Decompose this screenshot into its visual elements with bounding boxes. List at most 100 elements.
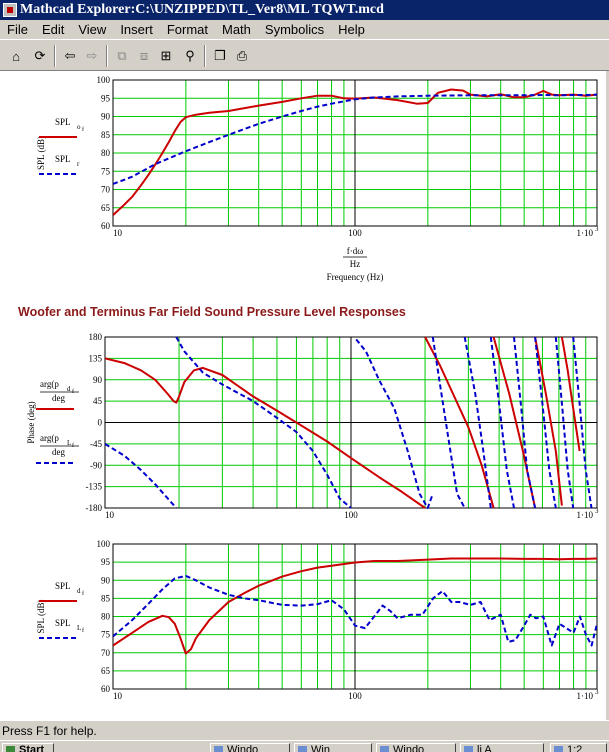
solid-series-line (560, 336, 581, 452)
refresh-icon[interactable]: ⟳ (34, 48, 46, 63)
menu-help[interactable]: Help (338, 22, 365, 37)
y-tick-label: 65 (101, 666, 111, 676)
solid-series-line (113, 88, 597, 216)
copy-icon[interactable]: ❐ (214, 48, 226, 63)
solid-series-line (113, 557, 597, 655)
x-tick-label: 100 (344, 510, 358, 520)
window-title: Mathcad Explorer:C:\UNZIPPED\TL_Ver8\ML … (20, 2, 384, 17)
x-tick-label: 10 (105, 510, 115, 520)
dashed-series-line (489, 336, 515, 509)
chart-1: 60 65 70 75 80 85 90 95 100 10 100 1·10 3 SPL (dB) SPL… (36, 75, 599, 282)
y-tick-label: 90 (101, 112, 111, 122)
plot-frame (112, 79, 598, 227)
y-tick-label: 90 (93, 375, 103, 385)
paste-region-icon[interactable]: ⧈ (139, 48, 149, 63)
y-axis-label: Phase (deg) (26, 401, 36, 443)
open-icon[interactable]: ⊞ (160, 48, 172, 63)
toolbar-separator (54, 45, 56, 67)
legend-denominator: deg (52, 447, 65, 457)
dashed-series-line (572, 336, 593, 509)
forward-icon[interactable]: ⇨ (86, 48, 98, 63)
y-tick-label: 100 (97, 75, 111, 85)
y-tick-label: 80 (101, 612, 111, 622)
y-tick-label: 0 (98, 418, 103, 428)
y-tick-label: 85 (101, 130, 111, 140)
y-tick-label: 90 (101, 575, 111, 585)
home-icon[interactable]: ⌂ (12, 48, 20, 64)
menu-insert[interactable]: Insert (120, 22, 153, 37)
taskbar-item[interactable]: li A (460, 743, 544, 752)
legend-label: SPL (55, 117, 71, 127)
menu-math[interactable]: Math (222, 22, 251, 37)
menu-edit[interactable]: Edit (41, 22, 65, 37)
section-heading: Woofer and Terminus Far Field Sound Pres… (18, 305, 406, 319)
dashed-series-line (113, 93, 597, 185)
status-text: Press F1 for help. (2, 724, 97, 738)
y-tick-label: 95 (101, 93, 111, 103)
legend-subscript: d (77, 587, 81, 595)
legend-subscript: L (77, 624, 81, 632)
y-axis-label: SPL (dB) (36, 600, 46, 634)
y-tick-label: 80 (101, 148, 111, 158)
chart-3: 60 65 70 75 80 85 90 95 100 10 100 1·10 3 SPL (dB) SPL… (36, 539, 599, 701)
x-tick-label: 1·10 (577, 228, 594, 238)
legend-subscript: f (72, 442, 74, 449)
menu-format[interactable]: Format (166, 22, 208, 37)
title-bar: Mathcad Explorer:C:\UNZIPPED\TL_Ver8\ML … (0, 0, 609, 20)
legend-subscript: f (82, 126, 84, 133)
dashed-series-line (431, 336, 466, 509)
x-tick-label: 10 (113, 228, 123, 238)
legend-subscript: r (77, 160, 80, 168)
vertical-scrollbar[interactable] (606, 71, 609, 720)
dashed-series-line (113, 574, 597, 647)
y-tick-label: 135 (89, 353, 103, 363)
y-tick-label: 180 (89, 332, 103, 342)
x-axis-expression: f·dω (347, 246, 363, 256)
x-axis-expression-unit: Hz (350, 259, 361, 269)
solid-series-line (492, 336, 537, 509)
legend-label: SPL (55, 581, 71, 591)
taskbar-item[interactable]: Windo (376, 743, 456, 752)
menu-symbolics[interactable]: Symbolics (264, 22, 325, 37)
find-icon[interactable]: ⚲ (185, 48, 195, 63)
tray-clock[interactable]: 1:2 (550, 743, 607, 752)
legend-label: arg(p (40, 379, 59, 389)
y-tick-label: 60 (101, 684, 111, 694)
y-tick-label: -45 (90, 439, 102, 449)
taskbar-item[interactable]: Win (294, 743, 372, 752)
x-tick-exponent: 3 (595, 225, 599, 233)
x-tick-exponent: 3 (595, 688, 599, 696)
dashed-series-line (534, 336, 557, 509)
x-tick-label: 10 (113, 691, 123, 701)
x-tick-label: 1·10 (577, 510, 594, 520)
solid-series-line (534, 336, 563, 506)
menu-bar: File Edit View Insert Format Math Symbolics Hel… (0, 20, 609, 39)
legend-label: SPL (55, 618, 71, 628)
x-tick-exponent: 3 (595, 507, 599, 515)
dashed-series-line (513, 336, 537, 509)
worksheet: 60 65 70 75 80 85 90 95 100 10 100 1·10 3 SPL (dB) SPL… (0, 71, 609, 720)
status-bar: Press F1 for help. (0, 720, 609, 740)
x-tick-label: 100 (348, 228, 362, 238)
print-icon[interactable]: ⎙ (236, 48, 248, 63)
dashed-series-line (105, 443, 178, 509)
legend-subscript: o (77, 123, 81, 131)
y-axis-label: SPL (dB) (36, 136, 46, 170)
toolbar-separator (204, 45, 206, 67)
chart-2: -180 -135 -90 -45 0 45 90 135 180 10 100 1·10 3 Phase… (26, 332, 599, 520)
toolbar-separator (106, 45, 108, 67)
legend-subscript: d (67, 385, 71, 393)
copy-region-icon[interactable]: ⧉ (117, 48, 127, 63)
taskbar-item[interactable]: Windo (210, 743, 290, 752)
y-tick-label: 70 (101, 185, 111, 195)
back-icon[interactable]: ⇦ (64, 48, 76, 63)
menu-view[interactable]: View (78, 22, 107, 37)
y-tick-label: 95 (101, 557, 111, 567)
y-tick-label: 75 (101, 166, 111, 176)
x-tick-label: 100 (348, 691, 362, 701)
mathcad-app-icon[interactable] (3, 3, 17, 17)
start-button[interactable]: Start (2, 743, 54, 752)
y-tick-label: 70 (101, 648, 111, 658)
menu-file[interactable]: File (7, 22, 28, 37)
